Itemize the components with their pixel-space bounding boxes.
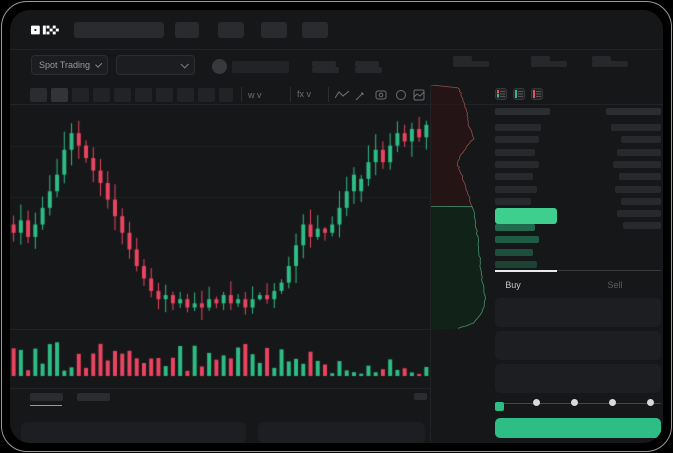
svg-text:fx v: fx v xyxy=(297,89,312,99)
svg-text:w v: w v xyxy=(248,90,262,100)
